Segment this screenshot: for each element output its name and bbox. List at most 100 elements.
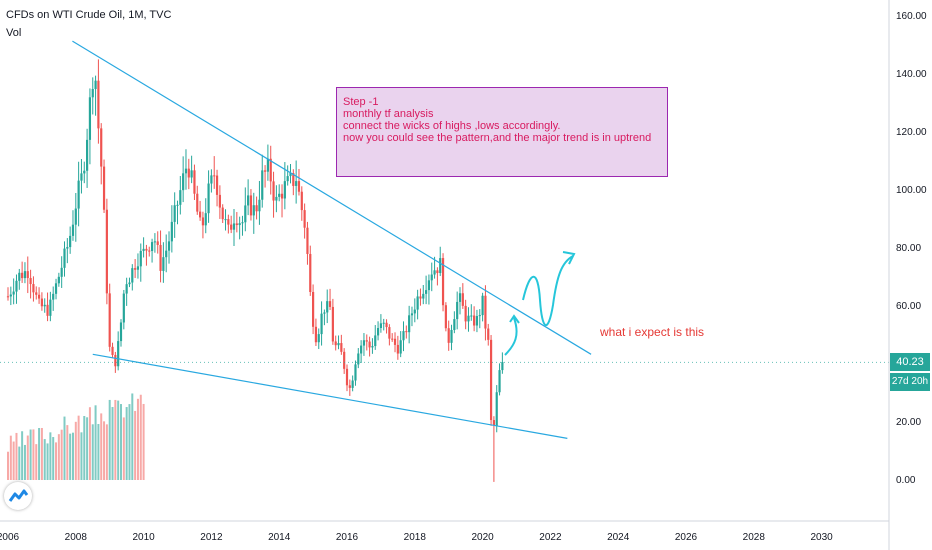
expectation-annotation[interactable]: what i expect is this — [600, 325, 704, 339]
candle-body — [256, 205, 258, 211]
candle-body — [318, 334, 320, 342]
candle-body — [143, 249, 145, 251]
volume-bar — [128, 404, 130, 480]
candle-body — [343, 352, 345, 369]
logo-icon — [4, 482, 32, 510]
candle-body — [329, 301, 331, 307]
candle-body — [394, 339, 396, 345]
volume-bar — [97, 424, 99, 480]
volume-bar — [66, 425, 68, 480]
tradingview-logo[interactable] — [4, 482, 32, 510]
candle-body — [114, 355, 116, 366]
x-tick-label: 2018 — [404, 532, 427, 543]
volume-bar — [126, 407, 128, 480]
candle-body — [501, 362, 503, 370]
candle-body — [78, 181, 80, 209]
candle-body — [448, 328, 450, 343]
candle-body — [479, 315, 481, 316]
volume-bar — [13, 442, 15, 480]
candle-body — [484, 296, 486, 329]
candle-body — [216, 176, 218, 195]
candle-body — [109, 293, 111, 346]
volume-bar — [32, 429, 34, 480]
x-tick-label: 2006 — [0, 532, 20, 543]
candle-body — [52, 294, 54, 300]
candle-body — [151, 242, 153, 251]
candle-body — [227, 219, 229, 224]
candle-body — [383, 323, 385, 324]
candle-body — [400, 340, 402, 353]
candle-body — [148, 251, 150, 252]
volume-bar — [134, 411, 136, 480]
candle-body — [295, 181, 297, 186]
volume-bar — [64, 417, 66, 480]
volume-bar — [58, 434, 60, 480]
volume-bar — [44, 439, 46, 480]
candle-body — [250, 195, 252, 215]
candle-body — [428, 280, 430, 290]
candle-body — [352, 381, 354, 388]
candle-body — [199, 212, 201, 218]
candle-body — [58, 277, 60, 283]
x-tick-label: 2026 — [675, 532, 698, 543]
candle-body — [55, 283, 57, 294]
volume-bar — [35, 444, 37, 480]
candle-body — [222, 208, 224, 220]
candle-body — [185, 169, 187, 174]
candle-body — [213, 175, 215, 176]
volume-bar — [49, 432, 51, 480]
volume-indicator-label[interactable]: Vol — [6, 27, 21, 39]
volume-bar — [69, 434, 71, 480]
volume-bar — [137, 399, 139, 480]
candle-body — [100, 128, 102, 166]
candle-body — [272, 181, 274, 200]
candle-body — [176, 205, 178, 206]
candle-body — [326, 301, 328, 312]
volume-bar — [86, 417, 88, 480]
candle-body — [219, 195, 221, 208]
chart-title: CFDs on WTI Crude Oil, 1M, TVC — [6, 9, 171, 21]
candle-body — [323, 312, 325, 313]
candle-body — [439, 258, 441, 273]
candle-body — [335, 341, 337, 345]
candle-body — [414, 310, 416, 314]
candle-body — [131, 268, 133, 282]
candle-body — [366, 340, 368, 341]
candle-body — [306, 228, 308, 254]
candle-body — [239, 223, 241, 225]
candle-body — [230, 225, 232, 230]
candle-body — [207, 184, 209, 214]
volume-bar — [95, 405, 97, 480]
candle-body — [111, 347, 113, 355]
candle-body — [422, 294, 424, 299]
candle-body — [320, 314, 322, 334]
candle-body — [253, 205, 255, 215]
candle-body — [202, 217, 204, 225]
candle-body — [44, 305, 46, 306]
candle-body — [473, 316, 475, 326]
candle-body — [301, 192, 303, 210]
candle-body — [117, 341, 119, 366]
candle-body — [380, 323, 382, 328]
candle-body — [450, 330, 452, 343]
volume-bar — [47, 443, 49, 480]
candle-body — [46, 305, 48, 316]
x-tick-label: 2020 — [471, 532, 494, 543]
candle-body — [498, 370, 500, 392]
candle-body — [405, 331, 407, 332]
candle-body — [287, 176, 289, 181]
last-price-tag: 40.23 — [890, 353, 930, 371]
candle-body — [154, 241, 156, 242]
volume-bar — [103, 421, 105, 480]
candle-body — [89, 97, 91, 140]
volume-bar — [114, 400, 116, 480]
candle-body — [140, 251, 142, 266]
analysis-note-box[interactable]: Step -1 monthly tf analysis connect the … — [336, 87, 668, 177]
candle-body — [97, 81, 99, 129]
candle-body — [162, 257, 164, 271]
volume-bar — [92, 424, 94, 480]
candle-body — [191, 170, 193, 177]
volume-bar — [18, 447, 20, 480]
candle-body — [193, 170, 195, 193]
